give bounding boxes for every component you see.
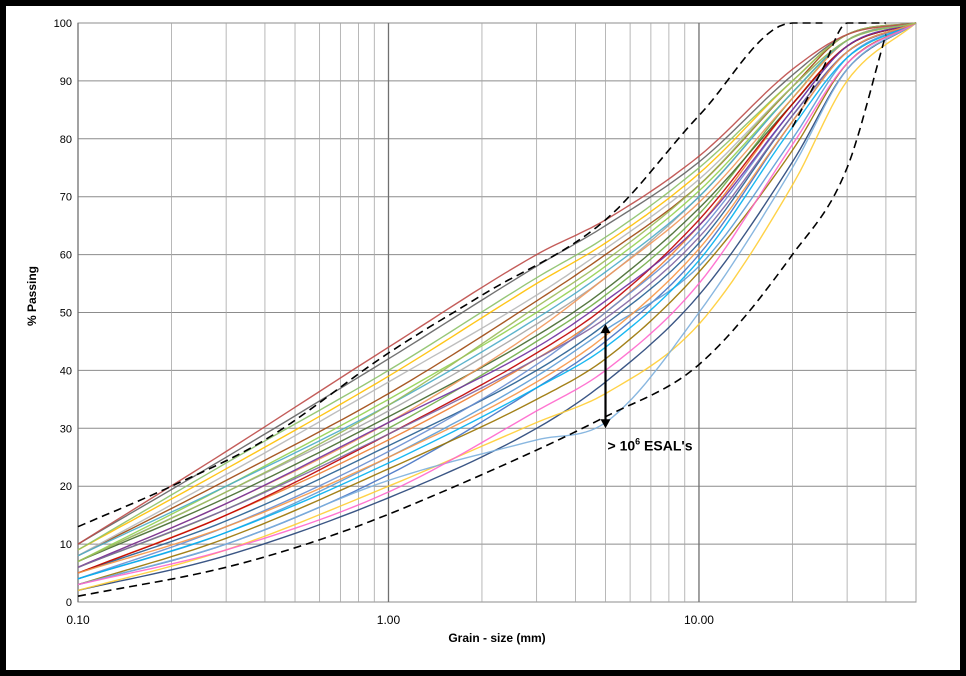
y-tick-label: 100 bbox=[54, 18, 72, 30]
y-tick-label: 80 bbox=[60, 134, 72, 146]
x-tick-label: 0.10 bbox=[66, 613, 90, 627]
annotation-arrowhead-up bbox=[600, 324, 611, 334]
series-line bbox=[77, 22, 917, 545]
series-line bbox=[77, 22, 917, 574]
annotation-arrowhead-down bbox=[600, 419, 611, 429]
axis-layer: 0 10 20 30 40 50 60 70 80 90 100 0.10 1.00 10.00 bbox=[54, 18, 715, 627]
annotation: > 106 ESAL's bbox=[600, 324, 693, 453]
x-tick-label: 1.00 bbox=[377, 613, 401, 627]
y-tick-label: 0 bbox=[66, 597, 72, 609]
esal-annotation-tail: ESAL's bbox=[640, 437, 693, 453]
y-tick-label: 30 bbox=[60, 423, 72, 435]
x-tick-label: 10.00 bbox=[684, 613, 714, 627]
series-line bbox=[77, 22, 917, 568]
y-tick-label: 90 bbox=[60, 76, 72, 88]
esal-annotation-main: > 10 bbox=[608, 437, 636, 453]
series-line bbox=[77, 22, 917, 568]
y-tick-label: 20 bbox=[60, 481, 72, 493]
grid bbox=[77, 22, 917, 603]
y-tick-label: 50 bbox=[60, 308, 72, 320]
y-tick-label: 70 bbox=[60, 192, 72, 204]
y-axis-label: % Passing bbox=[25, 266, 39, 326]
esal-annotation-text: > 106 ESAL's bbox=[608, 436, 693, 453]
spec-envelope-line bbox=[791, 22, 886, 128]
series-line bbox=[77, 22, 917, 557]
y-tick-label: 10 bbox=[60, 539, 72, 551]
gradation-chart: 0 10 20 30 40 50 60 70 80 90 100 0.10 1.00 10.00 % Pa… bbox=[25, 18, 917, 645]
esal-annotation-superscript: 6 bbox=[635, 436, 640, 446]
series-line bbox=[77, 22, 917, 551]
spec-envelope-line bbox=[77, 22, 823, 528]
y-tick-label: 40 bbox=[60, 365, 72, 377]
y-tick-label: 60 bbox=[60, 250, 72, 262]
x-axis-label: Grain - size (mm) bbox=[448, 631, 545, 645]
